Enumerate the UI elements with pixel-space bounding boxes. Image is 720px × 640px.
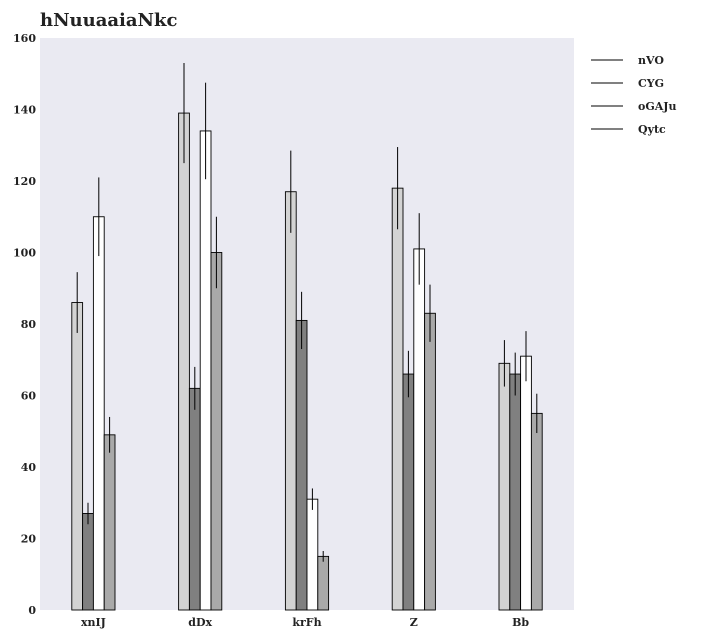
x-axis: xnIJ dDx krFh Z Bb	[81, 616, 529, 629]
bar	[178, 112, 190, 611]
bar	[295, 319, 308, 611]
x-tick-label: xnIJ	[81, 616, 106, 629]
legend-label: CYG	[638, 77, 664, 90]
y-tick-label: 40	[21, 461, 37, 474]
y-tick-label: 80	[21, 318, 37, 331]
bar	[530, 412, 543, 611]
x-tick-label: Z	[410, 616, 418, 629]
bar	[210, 252, 223, 611]
bar	[92, 216, 105, 611]
y-tick-label: 0	[28, 604, 36, 617]
x-tick-label: krFh	[292, 616, 321, 629]
bar	[188, 387, 201, 611]
bar	[520, 355, 532, 611]
y-tick-label: 100	[13, 247, 36, 260]
legend-label: nVO	[638, 54, 664, 67]
bar	[103, 434, 116, 611]
legend: nVO CYG oGAJu Qytc	[591, 54, 676, 136]
y-tick-label: 60	[21, 390, 37, 403]
bar	[317, 555, 330, 611]
bar	[424, 312, 436, 611]
legend-label: oGAJu	[638, 100, 676, 113]
bar	[306, 498, 319, 611]
bar	[413, 248, 426, 611]
y-axis: 0 20 40 60 80 100 120 140 160	[13, 32, 36, 617]
chart-title: hNuuaaiaNkc	[40, 10, 177, 31]
bar	[284, 191, 297, 611]
bar	[71, 302, 84, 611]
legend-label: Qytc	[638, 123, 666, 136]
bar	[391, 187, 404, 611]
x-tick-label: Bb	[512, 616, 529, 629]
y-tick-label: 140	[13, 104, 36, 117]
bars-layer	[71, 63, 543, 611]
bar	[402, 373, 415, 611]
x-tick-label: dDx	[188, 616, 212, 629]
bar	[498, 362, 511, 611]
y-tick-label: 120	[13, 175, 36, 188]
bar	[82, 513, 94, 611]
bar	[199, 130, 212, 611]
y-tick-label: 160	[13, 32, 36, 45]
y-tick-label: 20	[21, 533, 37, 546]
bar	[509, 373, 522, 611]
